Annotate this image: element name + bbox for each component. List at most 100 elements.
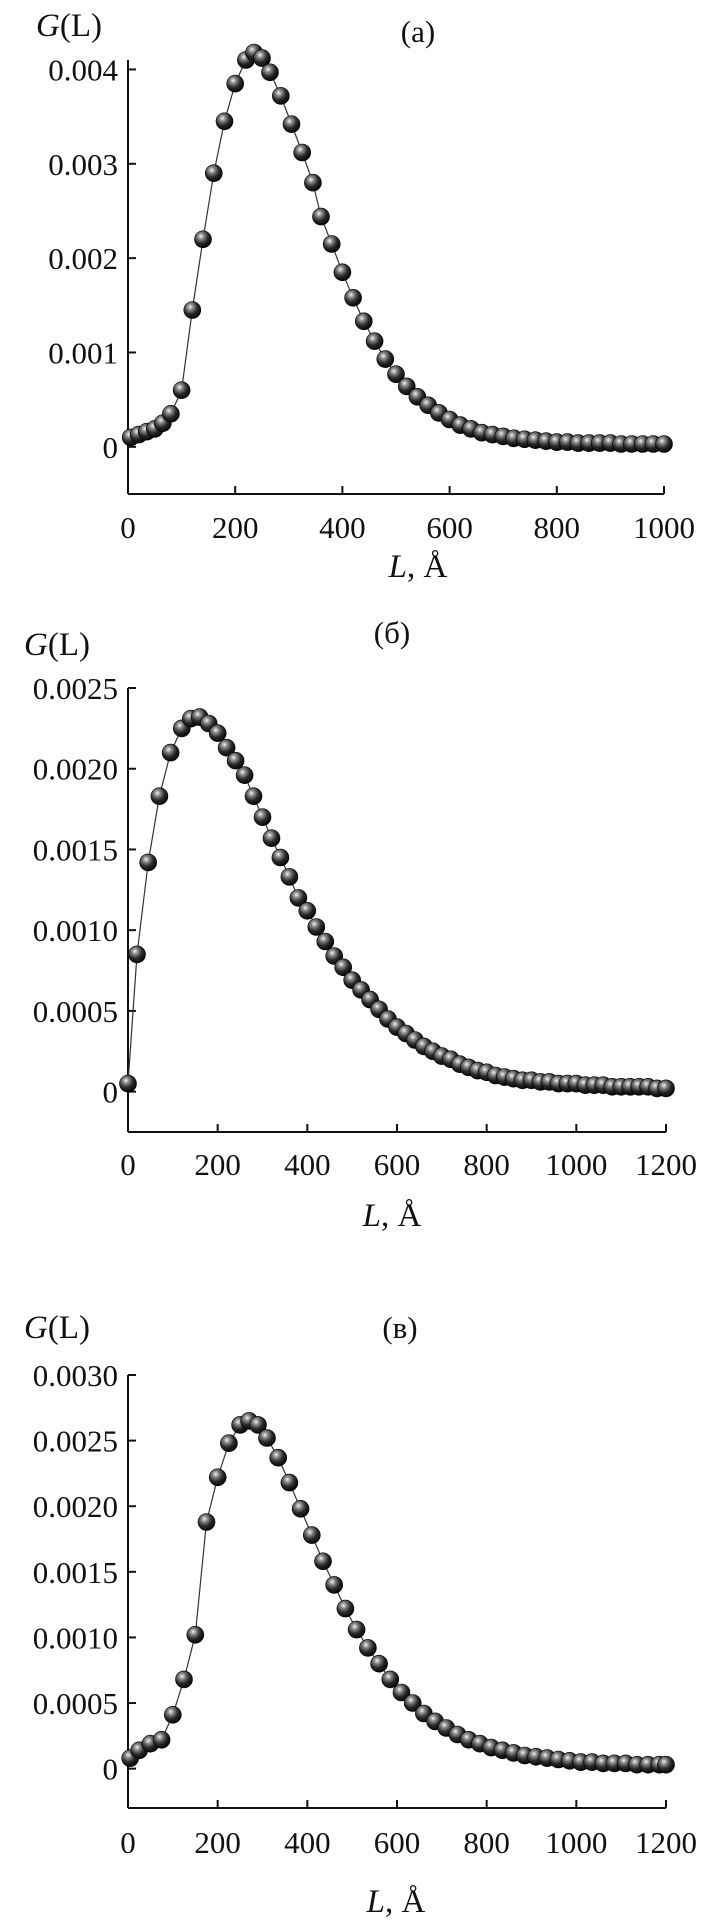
panel-b-plot <box>119 708 675 1098</box>
data-point <box>249 1416 267 1434</box>
y-tick-label: 0.0025 <box>33 1424 118 1459</box>
data-point <box>119 1074 137 1093</box>
data-point <box>271 87 290 105</box>
data-point <box>655 435 673 453</box>
data-point <box>302 1526 321 1544</box>
data-point <box>217 738 236 757</box>
y-tick-label: 0 <box>103 430 119 465</box>
data-point <box>208 1468 227 1487</box>
data-point <box>150 787 169 806</box>
data-point <box>280 868 299 886</box>
data-point <box>235 766 254 785</box>
data-point <box>657 1755 675 1774</box>
data-point <box>316 932 335 951</box>
panel-c-ylabel-rest: (L) <box>48 1310 90 1346</box>
x-tick-label: 200 <box>194 1147 241 1182</box>
y-tick-label: 0.0015 <box>33 1555 118 1590</box>
panel-c-ylabel-var: G <box>24 1310 48 1346</box>
y-tick-label: 0.001 <box>48 335 118 370</box>
data-point <box>314 1552 332 1571</box>
panel-a-plot <box>121 43 673 453</box>
panel-c: G(L) (в) 0 0.0005 0.0010 0.0015 0.0020 0.0025… <box>24 1310 697 1920</box>
y-tick-label: 0.002 <box>48 241 118 276</box>
data-point <box>162 404 180 423</box>
data-point <box>175 1670 193 1689</box>
data-point <box>128 945 146 964</box>
data-point <box>322 235 341 253</box>
x-tick-label: 800 <box>463 1147 510 1182</box>
panel-a-ylabel-var: G <box>36 8 60 44</box>
data-point <box>381 1670 400 1689</box>
x-tick-label: 400 <box>284 1147 331 1182</box>
data-point <box>307 918 326 936</box>
data-point <box>139 853 157 872</box>
data-point <box>370 1654 388 1673</box>
data-point <box>226 751 245 770</box>
x-tick-label: 1000 <box>545 1147 607 1182</box>
data-point <box>282 115 301 133</box>
panel-b-ylabel-var: G <box>24 627 48 663</box>
data-point <box>226 74 244 93</box>
x-tick-label: 400 <box>319 510 366 545</box>
x-tick-label: 600 <box>374 1147 421 1182</box>
panel-b-axes: 0 0.0005 0.0010 0.0015 0.0020 0.0025 0 200 400 60… <box>33 671 697 1182</box>
data-point <box>344 288 362 307</box>
panel-a-ylabel: G(L) <box>36 8 102 44</box>
x-tick-label: 600 <box>426 510 473 545</box>
x-tick-label: 200 <box>194 1825 241 1860</box>
y-tick-label: 0.0010 <box>33 1620 118 1655</box>
data-point <box>403 1694 422 1712</box>
panel-c-xlabel-var: L <box>366 1884 385 1920</box>
data-point <box>215 112 234 131</box>
data-point <box>183 301 202 319</box>
panel-c-xlabel: L, Å <box>366 1883 426 1920</box>
data-point <box>336 1599 355 1618</box>
data-point <box>271 848 290 867</box>
data-point <box>280 1473 299 1492</box>
y-tick-label: 0 <box>103 1752 119 1787</box>
data-point <box>657 1079 675 1098</box>
data-point <box>205 164 223 182</box>
data-point <box>354 312 373 331</box>
panel-b-xlabel-rest: , Å <box>381 1197 422 1234</box>
panel-a-xlabel-var: L <box>388 549 407 585</box>
panel-b-ylabel: G(L) <box>24 627 90 663</box>
data-point <box>333 263 352 282</box>
panel-a-ylabel-rest: (L) <box>60 8 102 44</box>
panel-b: G(L) (б) 0 0.0005 0.0010 0.0015 0.0020 0.0025… <box>24 615 697 1234</box>
y-tick-label: 0.0005 <box>33 1686 118 1721</box>
panel-c-ylabel: G(L) <box>24 1310 90 1346</box>
y-tick-label: 0.004 <box>48 52 118 87</box>
x-tick-label: 0 <box>120 1147 136 1182</box>
data-point <box>152 1731 171 1749</box>
data-point <box>304 173 322 192</box>
y-tick-label: 0 <box>103 1075 119 1110</box>
y-tick-label: 0.003 <box>48 147 118 182</box>
data-point <box>325 1576 344 1594</box>
series-line <box>130 51 664 445</box>
panel-a-title: (а) <box>401 14 435 49</box>
panel-a-axes: 0 0.001 0.002 0.003 0.004 0 200 400 600 800 1000 <box>48 52 695 545</box>
x-tick-label: 1200 <box>635 1825 697 1860</box>
panel-b-xlabel: L, Å <box>362 1197 422 1234</box>
panel-a-xlabel-rest: , Å <box>407 548 448 585</box>
data-point <box>172 381 191 400</box>
panel-c-title: (в) <box>382 1310 417 1345</box>
data-point <box>253 49 271 67</box>
data-point <box>387 365 405 384</box>
data-point <box>376 350 395 368</box>
data-point <box>269 1448 288 1467</box>
data-point <box>312 207 330 226</box>
data-point <box>186 1626 205 1644</box>
y-tick-label: 0.0030 <box>33 1358 118 1393</box>
data-point <box>298 901 317 920</box>
x-tick-label: 1000 <box>545 1825 607 1860</box>
data-point <box>220 1434 238 1452</box>
data-point <box>291 1500 310 1518</box>
y-tick-label: 0.0010 <box>33 913 118 948</box>
data-point <box>253 808 272 827</box>
data-point <box>194 230 212 249</box>
data-point <box>164 1706 182 1724</box>
data-point <box>262 829 281 848</box>
